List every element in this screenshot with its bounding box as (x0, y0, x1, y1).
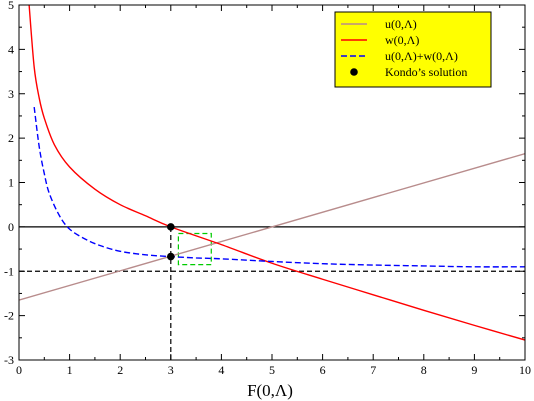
legend: u(0,Λ) w(0,Λ) u(0,Λ)+w(0,Λ) Kondo’s solutio… (334, 11, 492, 88)
legend-label-4: Kondo’s solution (385, 65, 467, 79)
legend-label-1: u(0,Λ) (385, 17, 417, 31)
legend-marker-4 (350, 68, 358, 76)
y-tick-label: 0 (8, 220, 14, 234)
y-tick-label: -3 (4, 353, 14, 367)
series-line-1 (19, 152, 525, 301)
legend-label-2: w(0,Λ) (385, 33, 419, 47)
y-tick-label: 5 (8, 0, 14, 12)
y-tick-label: 1 (8, 176, 14, 190)
x-tick-label: 1 (67, 363, 73, 377)
x-tick-label: 10 (519, 363, 531, 377)
x-tick-label: 5 (269, 363, 275, 377)
kondo-point-2 (167, 252, 175, 261)
x-tick-label: 6 (320, 363, 326, 377)
legend-label-3: u(0,Λ)+w(0,Λ) (385, 49, 458, 63)
x-tick-label: 2 (117, 363, 123, 377)
series-line-2 (28, 5, 525, 341)
x-tick-label: 9 (471, 363, 477, 377)
series-group (19, 5, 525, 360)
x-tick-label: 0 (16, 363, 22, 377)
x-tick-label: 4 (218, 363, 224, 377)
kondo-point-1 (167, 223, 175, 231)
x-tick-label: 8 (421, 363, 427, 377)
y-tick-label: -1 (4, 264, 14, 278)
plot-area (19, 5, 525, 360)
y-tick-label: 4 (8, 42, 14, 56)
y-tick-label: -2 (4, 309, 14, 323)
axes: 0 1 2 3 4 5 6 7 8 9 10 -3 -2 -1 0 1 2 3 4 5 (4, 0, 531, 377)
y-tick-label: 3 (8, 87, 14, 101)
x-axis-label: F(0,Λ) (247, 381, 293, 400)
highlight-box (177, 232, 212, 266)
series-line-3 (33, 106, 525, 268)
x-tick-label: 3 (168, 363, 174, 377)
y-tick-label: 2 (8, 131, 14, 145)
x-tick-label: 7 (370, 363, 376, 377)
